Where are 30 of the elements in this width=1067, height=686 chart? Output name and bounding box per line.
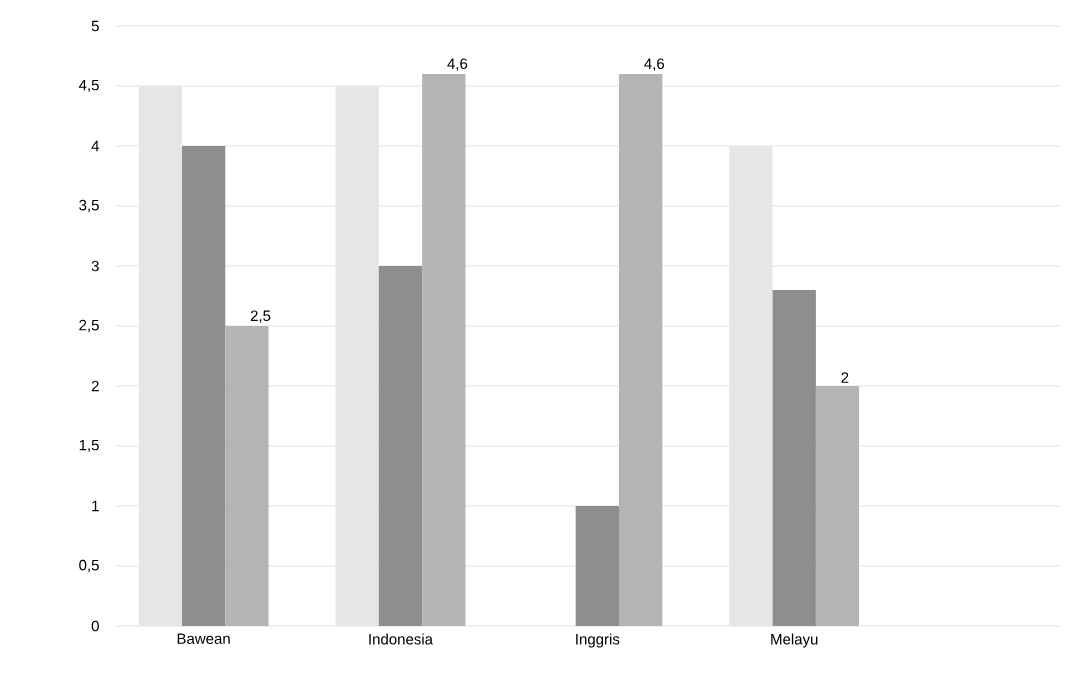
y-tick-label: 1,5 [79, 439, 99, 453]
bar [378, 266, 423, 626]
y-tick-label: 3 [91, 260, 99, 272]
x-tick-label: Bawean [177, 633, 230, 644]
bar [181, 146, 226, 626]
y-tick-label: 0 [91, 620, 99, 632]
bar [225, 326, 269, 626]
data-label: 2 [841, 372, 849, 383]
bar [772, 290, 816, 626]
data-label: 4,6 [447, 58, 468, 71]
y-tick-label: 4 [91, 140, 100, 152]
x-tick-label: Inggris [576, 633, 620, 648]
bar [575, 506, 620, 626]
bar [138, 86, 182, 626]
x-tick-label: Indonesia [369, 633, 433, 645]
y-tick-label: 1 [92, 500, 99, 512]
y-tick-label: 2,5 [79, 319, 99, 333]
data-label: 2,5 [250, 310, 271, 323]
x-tick-label: Melayu [771, 633, 818, 648]
data-label: 4,6 [644, 58, 665, 71]
y-tick-label: 0,5 [79, 559, 99, 573]
y-tick-label: 2 [91, 380, 99, 392]
bar [729, 146, 773, 626]
bar [422, 73, 466, 626]
y-tick-label: 4,5 [78, 79, 99, 93]
y-tick-label: 3,5 [79, 199, 99, 213]
bar [815, 386, 860, 626]
bar [335, 86, 379, 626]
bar [619, 73, 663, 626]
y-tick-label: 5 [91, 20, 99, 32]
